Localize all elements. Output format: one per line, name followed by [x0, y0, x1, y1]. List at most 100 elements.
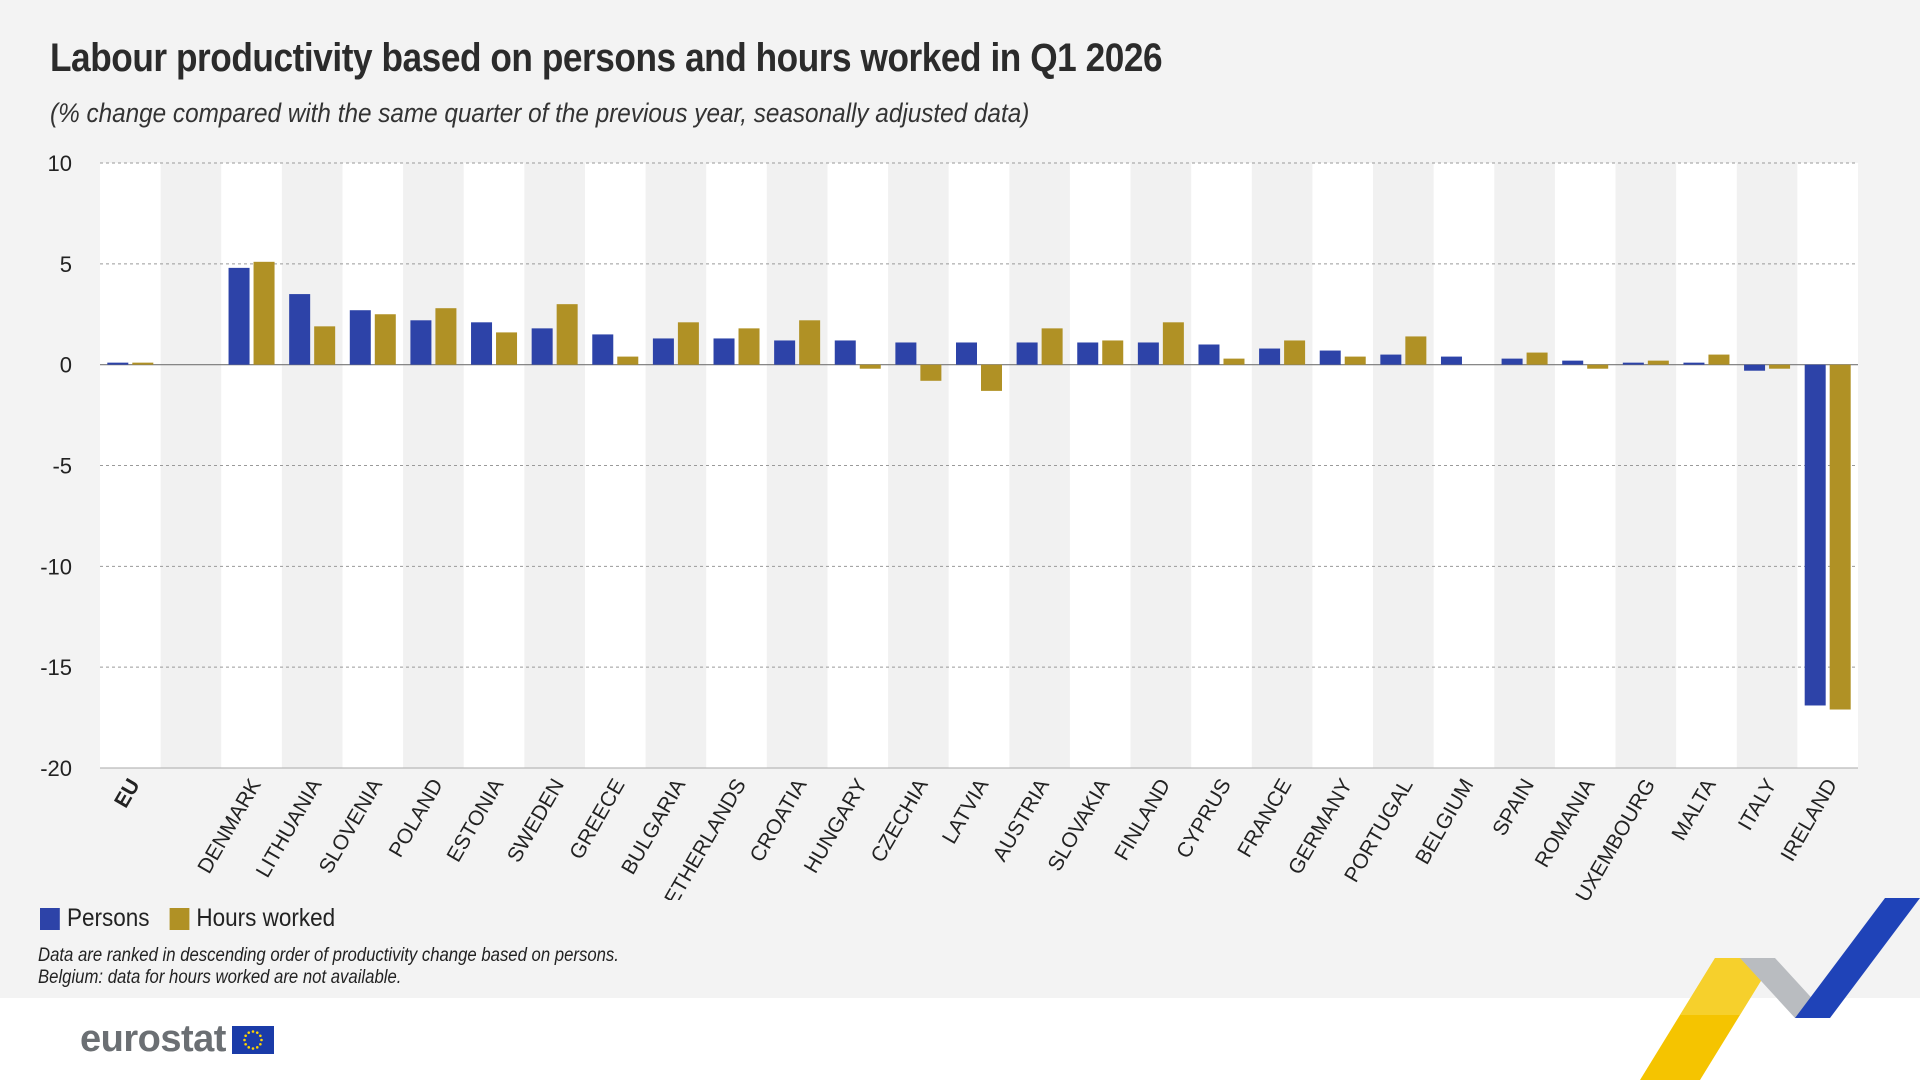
bar-hours-lithuania — [314, 326, 336, 365]
bar-persons-latvia — [956, 342, 977, 365]
bar-hours-france — [1284, 340, 1306, 365]
bar-persons-netherlands — [713, 338, 735, 365]
flag-star — [258, 1033, 262, 1037]
flag-star — [251, 1046, 255, 1050]
bar-persons-croatia — [774, 340, 796, 365]
bar-persons-austria — [1016, 342, 1038, 365]
bar-hours-czechia — [920, 364, 942, 381]
flag-star — [247, 1045, 250, 1049]
x-tick-label: ESTONIA — [443, 775, 509, 866]
y-tick-label: 5 — [60, 252, 72, 277]
x-tick-label: SLOVAKIA — [1043, 775, 1114, 875]
bar-persons-germany — [1319, 350, 1341, 365]
flag-star — [244, 1042, 247, 1046]
bar-persons-spain — [1501, 358, 1523, 365]
bar-persons-belgium — [1440, 356, 1462, 365]
bar-hours-slovakia — [1102, 340, 1124, 365]
flag-star — [255, 1045, 259, 1049]
bar-hours-latvia — [981, 364, 1002, 391]
bar-hours-finland — [1162, 322, 1184, 365]
x-tick-label: FRANCE — [1233, 775, 1296, 861]
y-tick-label: 0 — [60, 353, 72, 378]
bar-persons-hungary — [834, 340, 856, 365]
x-tick-label: BELGIUM — [1411, 775, 1478, 868]
legend-label-persons: Persons — [67, 904, 150, 932]
bar-persons-ireland — [1804, 364, 1826, 706]
bar-persons-cyprus — [1198, 344, 1220, 365]
bar-persons-bulgaria — [652, 338, 674, 365]
y-tick-label: -10 — [40, 554, 72, 579]
x-tick-label: SWEDEN — [503, 775, 569, 866]
flag-star — [243, 1038, 246, 1041]
flag-star — [247, 1030, 250, 1034]
x-tick-label: GREECE — [565, 775, 629, 863]
flag-star — [260, 1038, 263, 1041]
bar-persons-estonia — [471, 322, 493, 365]
chart-subtitle: (% change compared with the same quarter… — [50, 98, 1030, 128]
decorative-ribbon-icon — [1640, 898, 1920, 1080]
x-tick-label: ROMANIA — [1531, 775, 1600, 871]
x-tick-label: CZECHIA — [867, 775, 933, 866]
bar-hours-luxembourg — [1647, 360, 1669, 365]
x-tick-label: HUNGARY — [800, 775, 872, 877]
bar-hours-ireland — [1829, 364, 1851, 710]
x-tick-label: SLOVENIA — [315, 775, 387, 877]
y-tick-label: 10 — [48, 151, 72, 176]
logo-text: eurostat — [80, 1018, 226, 1060]
bar-hours-estonia — [496, 332, 518, 365]
bar-hours-italy — [1769, 364, 1791, 369]
bar-persons-denmark — [228, 267, 250, 365]
footnote-ranking: Data are ranked in descending order of p… — [38, 945, 619, 966]
x-tick-label: CYPRUS — [1172, 775, 1236, 862]
x-tick-label: MALTA — [1667, 775, 1720, 844]
bar-hours-cyprus — [1223, 358, 1245, 365]
x-tick-label: SPAIN — [1488, 775, 1539, 840]
legend-label-hours: Hours worked — [196, 904, 336, 932]
x-tick-label: FINLAND — [1110, 775, 1175, 864]
bar-hours-romania — [1587, 364, 1609, 369]
bar-persons-france — [1259, 348, 1281, 365]
bar-persons-eu — [107, 362, 129, 365]
bar-persons-malta — [1683, 362, 1705, 365]
x-tick-label: DENMARK — [193, 775, 265, 877]
footnote-belgium: Belgium: data for hours worked are not a… — [38, 967, 402, 988]
bar-hours-netherlands — [738, 328, 760, 365]
legend: Persons Hours worked — [40, 904, 335, 933]
x-tick-label: POLAND — [385, 775, 448, 861]
legend-item-persons: Persons — [40, 904, 150, 933]
y-tick-label: -5 — [52, 454, 72, 479]
bar-hours-bulgaria — [677, 322, 699, 365]
bar-hours-greece — [617, 356, 639, 365]
bar-hours-slovenia — [374, 314, 396, 365]
y-tick-label: -20 — [40, 756, 72, 781]
legend-item-hours: Hours worked — [169, 904, 335, 933]
x-tick-label: EU — [110, 775, 145, 812]
bar-persons-poland — [410, 320, 432, 365]
bar-persons-lithuania — [289, 294, 311, 365]
bar-persons-luxembourg — [1622, 362, 1644, 365]
bar-persons-portugal — [1380, 354, 1402, 365]
x-tick-label: IRELAND — [1777, 775, 1842, 865]
x-tick-label: ITALY — [1734, 775, 1782, 834]
bar-persons-greece — [592, 334, 614, 365]
footnotes: Data are ranked in descending order of p… — [38, 945, 619, 989]
x-tick-label: LATVIA — [938, 775, 993, 848]
x-tick-label: AUSTRIA — [989, 775, 1054, 865]
bar-persons-slovakia — [1077, 342, 1099, 365]
bar-persons-romania — [1562, 360, 1584, 365]
y-tick-label: -15 — [40, 655, 72, 680]
eurostat-logo: eurostat — [80, 1018, 274, 1061]
bar-persons-sweden — [531, 328, 553, 365]
flag-star — [251, 1029, 255, 1033]
bar-hours-denmark — [253, 261, 275, 365]
bar-hours-hungary — [859, 364, 881, 369]
bar-persons-slovenia — [349, 310, 371, 365]
legend-swatch-hours — [169, 907, 190, 930]
bar-hours-malta — [1708, 354, 1730, 365]
bar-hours-croatia — [799, 320, 821, 365]
bar-hours-spain — [1526, 352, 1548, 365]
flag-star — [244, 1033, 247, 1037]
eu-flag-icon — [231, 1025, 274, 1054]
chart-title: Labour productivity based on persons and… — [50, 36, 1163, 80]
bar-hours-poland — [435, 308, 457, 365]
